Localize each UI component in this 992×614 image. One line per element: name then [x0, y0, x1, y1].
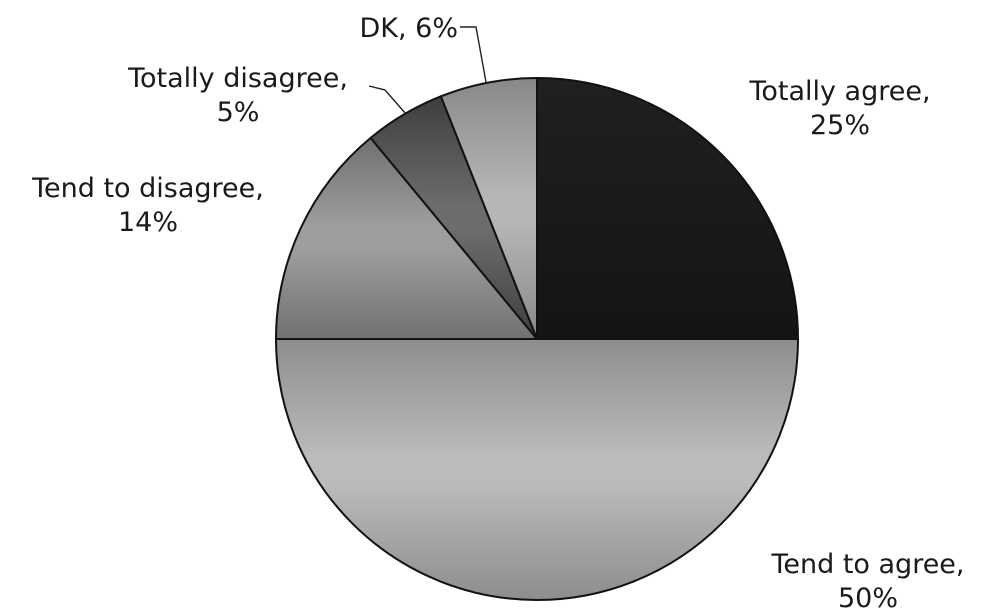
slice-labels: Totally agree, 25% Tend to agree, 50% Tend t… — [31, 13, 964, 614]
leader-line-dk — [460, 26, 487, 83]
leader-lines — [368, 26, 487, 115]
leader-line-totally-disagree — [368, 85, 407, 115]
pie-slice-totally-agree — [536, 77, 799, 340]
label-totally-agree: Totally agree, 25% — [748, 76, 930, 141]
label-totally-disagree: Totally disagree, 5% — [127, 63, 348, 128]
label-dk: DK, 6% — [360, 13, 459, 44]
pie-slice-tend-to-disagree — [275, 136, 538, 340]
label-tend-to-agree: Tend to agree, 50% — [770, 549, 964, 614]
label-tend-to-disagree: Tend to disagree, 14% — [31, 173, 264, 238]
pie-slices — [275, 77, 799, 601]
pie-slice-tend-to-agree — [275, 338, 799, 601]
pie-slice-dk — [439, 77, 538, 340]
